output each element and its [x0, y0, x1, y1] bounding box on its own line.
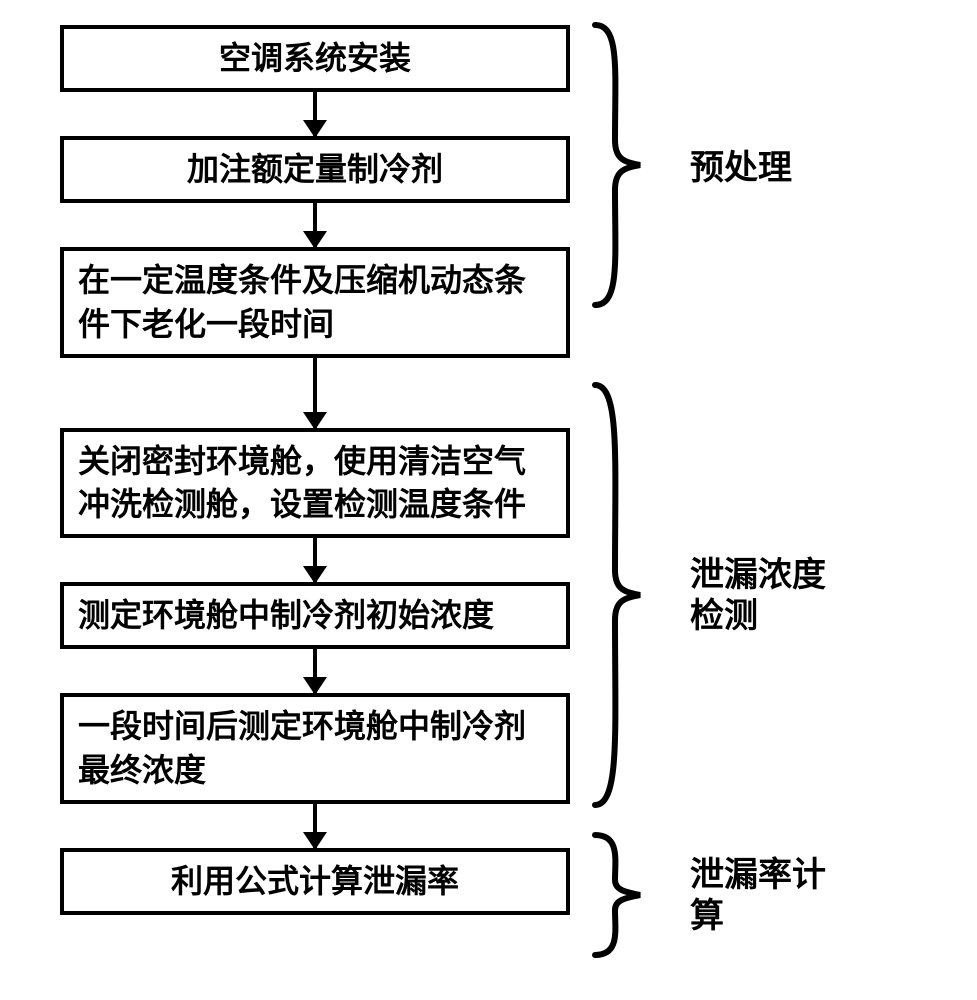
arrow-2	[60, 203, 570, 247]
step-text: 加注额定量制冷剂	[187, 151, 443, 187]
brace-phase-2	[590, 380, 650, 815]
step-text: 空调系统安装	[219, 40, 411, 76]
brace-icon	[590, 830, 650, 960]
arrow-6	[60, 804, 570, 848]
step-box-1: 空调系统安装	[60, 25, 570, 92]
step-box-5: 测定环境舱中制冷剂初始浓度	[60, 582, 570, 649]
step-box-4: 关闭密封环境舱，使用清洁空气冲洗检测舱，设置检测温度条件	[60, 428, 570, 538]
step-text: 一段时间后测定环境舱中制冷剂最终浓度	[78, 708, 526, 787]
phase-label-3: 泄漏率计算	[690, 855, 840, 937]
step-text: 测定环境舱中制冷剂初始浓度	[78, 597, 494, 633]
brace-phase-3	[590, 830, 650, 965]
brace-phase-1	[590, 20, 650, 315]
phase-label-2: 泄漏浓度检测	[690, 555, 840, 637]
step-box-7: 利用公式计算泄漏率	[60, 848, 570, 915]
flowchart-column: 空调系统安装 加注额定量制冷剂 在一定温度条件及压缩机动态条件下老化一段时间 关…	[60, 25, 570, 915]
arrow-1	[60, 92, 570, 136]
brace-icon	[590, 20, 650, 310]
step-box-6: 一段时间后测定环境舱中制冷剂最终浓度	[60, 693, 570, 803]
arrow-5	[60, 649, 570, 693]
step-box-3: 在一定温度条件及压缩机动态条件下老化一段时间	[60, 247, 570, 357]
phase-label-1: 预处理	[690, 140, 792, 189]
step-text: 在一定温度条件及压缩机动态条件下老化一段时间	[78, 262, 526, 341]
step-text: 关闭密封环境舱，使用清洁空气冲洗检测舱，设置检测温度条件	[78, 443, 526, 522]
step-text: 利用公式计算泄漏率	[171, 863, 459, 899]
arrow-4	[60, 538, 570, 582]
arrow-3	[60, 358, 570, 428]
brace-icon	[590, 380, 650, 810]
step-box-2: 加注额定量制冷剂	[60, 136, 570, 203]
